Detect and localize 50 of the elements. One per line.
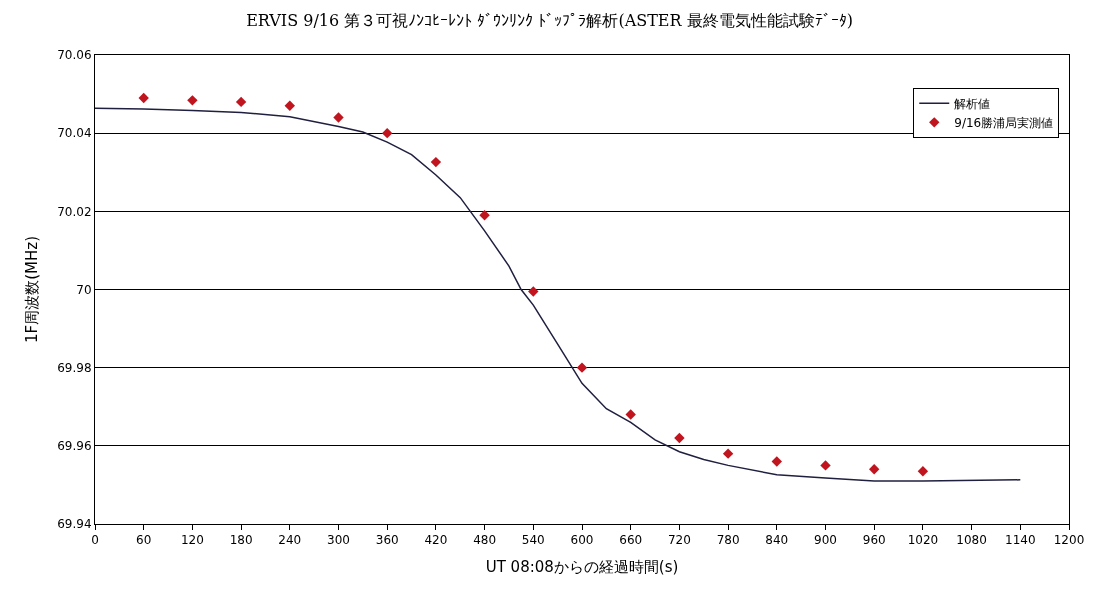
x-tick-label: 900 <box>814 533 837 548</box>
x-tick-label: 1200 <box>1053 533 1085 548</box>
y-tick-label: 70 <box>76 282 92 297</box>
x-axis-title: UT 08:08からの経過時間(s) <box>485 558 679 577</box>
x-tick-label: 1020 <box>907 533 939 548</box>
legend-label: 解析値 <box>954 97 991 112</box>
x-tick-label: 120 <box>180 533 204 548</box>
point <box>382 127 393 139</box>
chart-title: ERVIS 9/16 第３可視ﾉﾝｺﾋｰﾚﾝﾄ ﾀﾞｳﾝﾘﾝｸ ﾄﾞｯﾌﾟﾗ解析(ASTER 最終電気性能試験ﾃﾞｰﾀ) <box>246 11 853 31</box>
y-tick-label: 69.94 <box>57 517 92 532</box>
x-tick-label: 780 <box>716 533 740 548</box>
point <box>576 362 588 373</box>
point <box>479 210 490 221</box>
point <box>674 432 685 444</box>
point <box>869 464 880 475</box>
point <box>722 448 734 459</box>
x-tick-label: 600 <box>570 533 594 548</box>
x-tick-label: 0 <box>91 533 99 548</box>
point <box>430 156 442 168</box>
y-tick-label: 70.02 <box>57 204 92 219</box>
y-axis-title: 1F周波数(MHz) <box>23 236 42 343</box>
y-tick-label: 70.06 <box>57 48 92 63</box>
point <box>235 96 247 108</box>
point <box>917 466 929 477</box>
x-tick-label: 540 <box>521 533 545 548</box>
point <box>820 460 831 471</box>
x-tick-label: 60 <box>136 533 152 548</box>
x-tick-label: 420 <box>424 533 448 548</box>
point <box>187 95 198 106</box>
x-tick-label: 840 <box>765 533 789 548</box>
x-tick-label: 660 <box>619 533 643 548</box>
legend-label: 9/16勝浦局実測値 <box>954 116 1054 131</box>
x-tick-label: 180 <box>229 533 253 548</box>
x-tick-label: 1140 <box>1005 533 1036 548</box>
point <box>528 286 539 297</box>
point <box>138 92 149 104</box>
x-tick-label: 720 <box>667 533 691 548</box>
x-tick-label: 300 <box>327 533 350 548</box>
y-tick-label: 70.04 <box>57 126 92 141</box>
x-tick-label: 1080 <box>956 533 987 548</box>
y-tick-label: 69.96 <box>57 439 92 454</box>
y-tick-label: 69.98 <box>57 360 92 375</box>
x-tick-label: 960 <box>862 533 886 548</box>
point <box>771 456 782 467</box>
x-tick-label: 480 <box>473 533 497 548</box>
x-tick-label: 360 <box>375 533 399 548</box>
x-tick-label: 240 <box>278 533 302 548</box>
point <box>333 112 344 123</box>
point <box>625 409 636 420</box>
point <box>284 100 295 112</box>
